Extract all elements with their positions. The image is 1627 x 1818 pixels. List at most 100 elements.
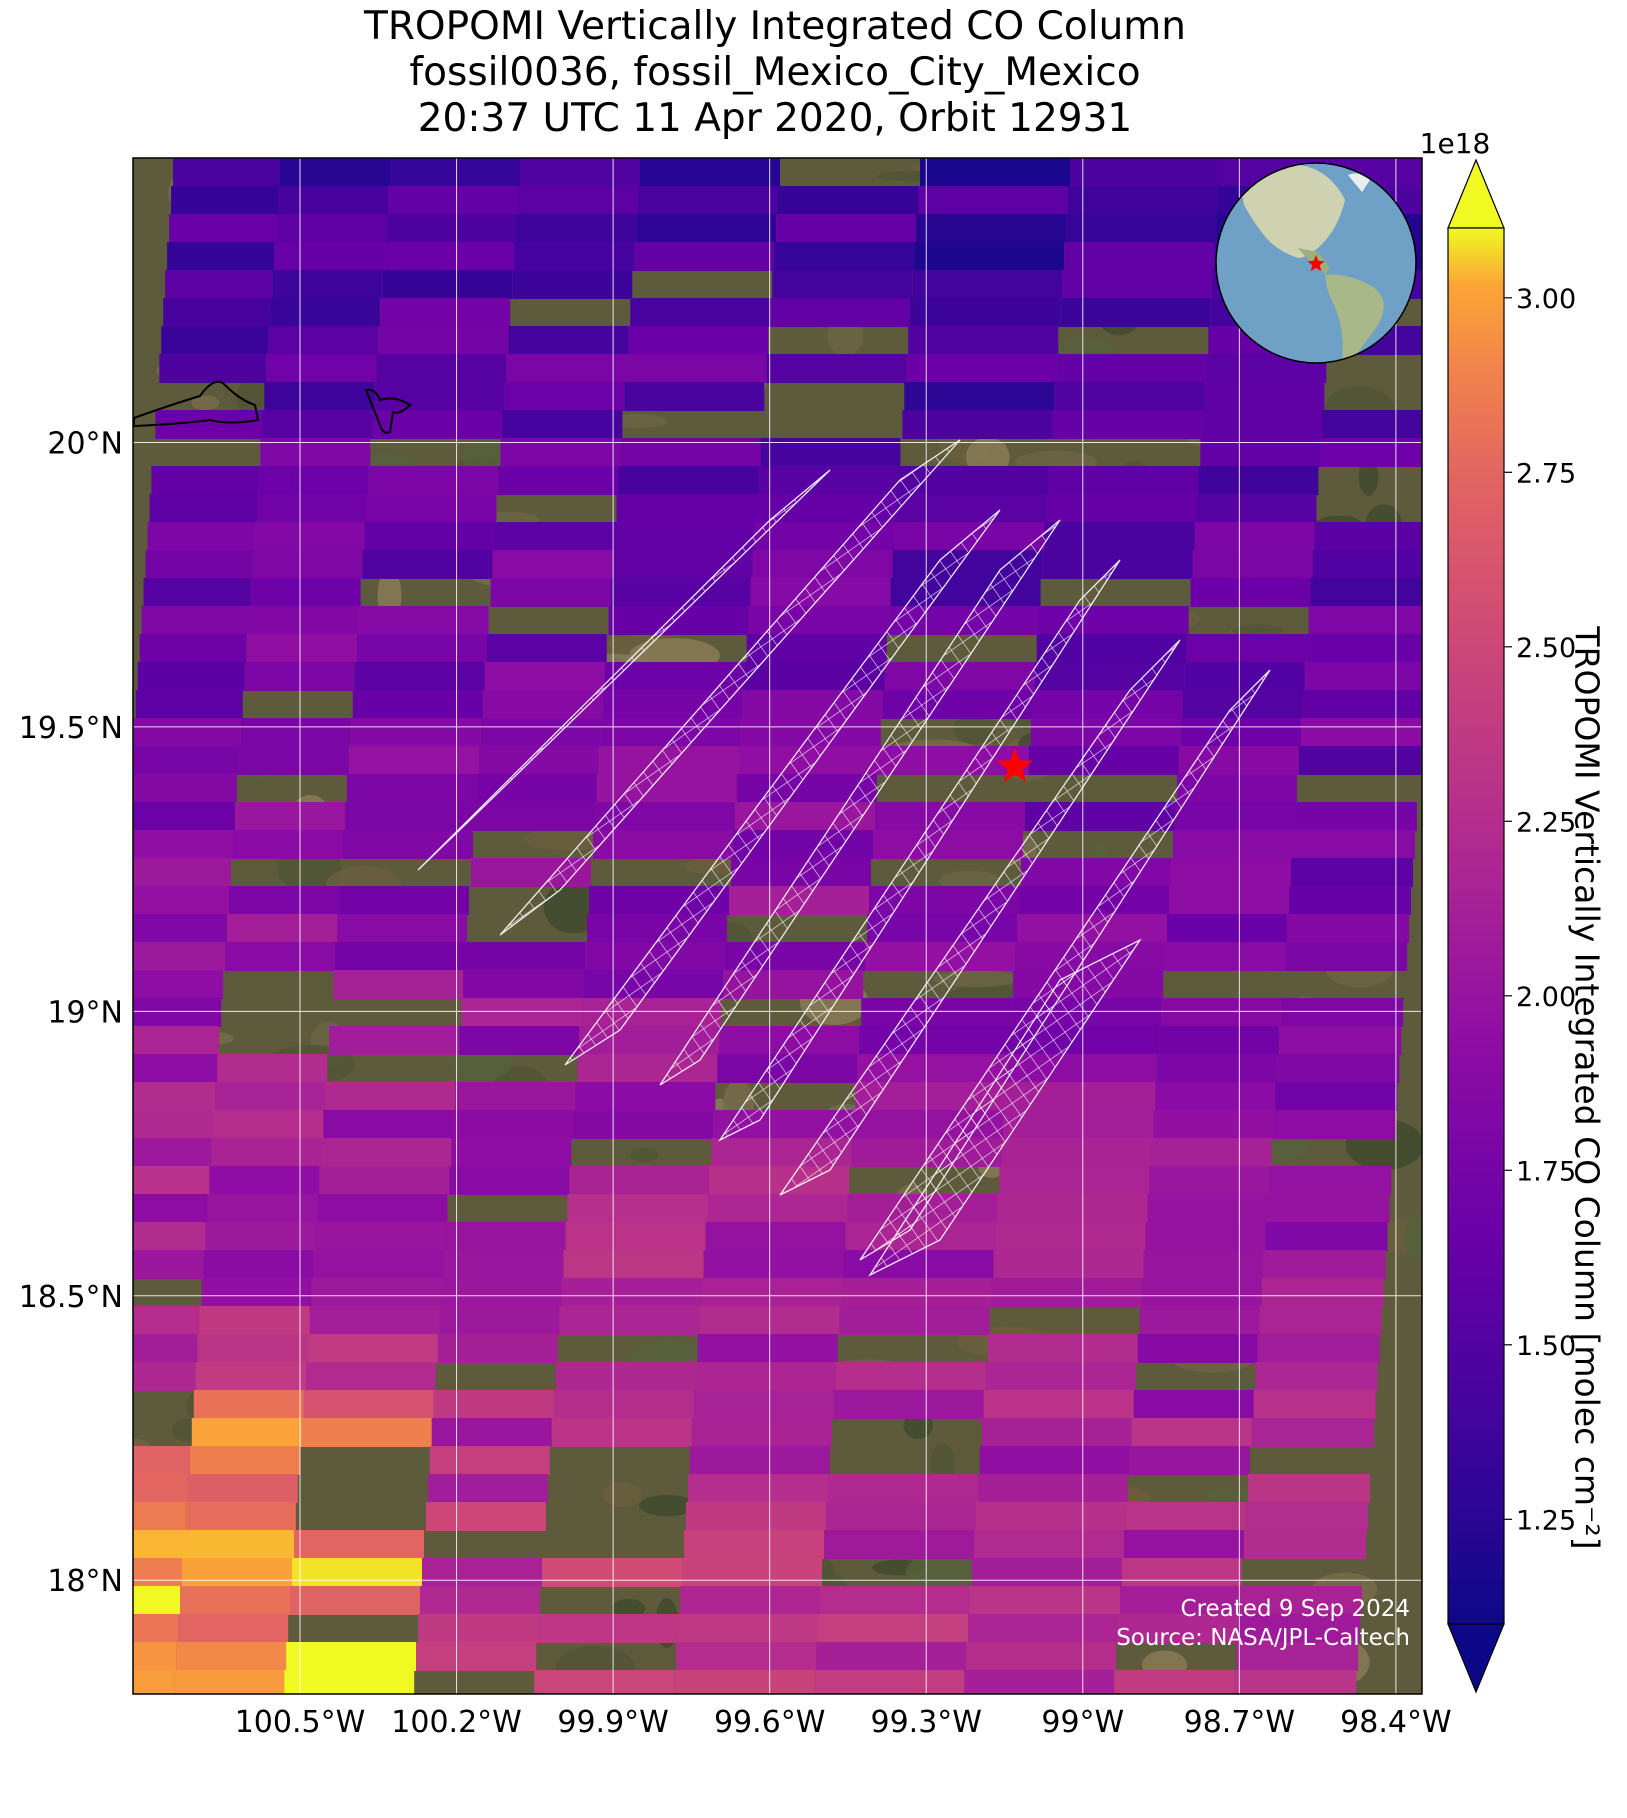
co-pixel <box>1308 606 1422 635</box>
terrain-patch <box>953 714 996 744</box>
lake-outlines <box>133 380 412 434</box>
terrain-patch <box>1232 624 1284 637</box>
co-pixel <box>348 746 479 775</box>
co-pixel <box>705 1222 846 1251</box>
co-pixel <box>561 1278 702 1307</box>
co-pixel <box>319 1166 450 1195</box>
co-pixel <box>374 382 505 411</box>
co-pixel <box>416 1642 537 1671</box>
co-pixel <box>587 914 728 943</box>
co-pixel <box>1125 1502 1246 1531</box>
co-pixel <box>191 1418 302 1447</box>
terrain-patch <box>630 1148 659 1163</box>
co-pixel <box>329 1026 460 1055</box>
co-pixel <box>141 606 249 635</box>
co-pixel <box>542 1558 682 1587</box>
co-pixel <box>343 830 473 859</box>
co-pixel <box>280 158 390 187</box>
co-pixel <box>1173 830 1293 859</box>
co-pixel <box>1141 1278 1262 1307</box>
latitude-tick-label: 20°N <box>47 426 123 461</box>
co-pixel <box>1129 1446 1250 1475</box>
co-pixel <box>225 942 336 971</box>
co-pixel <box>981 1418 1132 1447</box>
co-pixel <box>207 1194 318 1223</box>
co-pixel <box>133 1306 200 1335</box>
colorbar-label: TROPOMI Vertically Integrated CO Column … <box>1557 358 1617 1818</box>
co-pixel <box>227 914 338 943</box>
colorbar-extend-max <box>1447 158 1505 229</box>
co-pixel <box>252 550 363 579</box>
co-pixel <box>163 298 271 327</box>
co-pixel <box>508 326 629 355</box>
co-pixel <box>309 1306 440 1335</box>
co-pixel <box>567 1194 708 1223</box>
co-pixel <box>520 158 640 187</box>
data-source: Source: NASA/JPL-Caltech <box>1116 1625 1410 1651</box>
co-pixel <box>333 970 464 999</box>
co-pixel <box>474 802 595 831</box>
terrain-patch <box>191 395 220 411</box>
co-pixel <box>337 914 468 943</box>
co-pixel <box>1259 1306 1382 1335</box>
co-pixel <box>451 1138 572 1167</box>
title-line-3: 20:37 UTC 11 Apr 2020, Orbit 12931 <box>417 96 1133 141</box>
co-pixel <box>217 1054 328 1083</box>
longitude-tick-label: 99.9°W <box>557 1705 668 1740</box>
terrain-patch <box>1092 841 1110 858</box>
co-pixel <box>425 1502 546 1531</box>
co-pixel <box>1275 1082 1398 1111</box>
co-pixel <box>238 746 349 775</box>
latitude-tick-label: 19.5°N <box>19 711 123 746</box>
co-pixel <box>1114 1670 1235 1694</box>
co-pixel <box>317 1194 448 1223</box>
terrain-patch <box>1205 1488 1258 1502</box>
co-pixel <box>350 718 481 747</box>
co-pixel <box>1190 578 1311 607</box>
colorbar: 1.25 1.50 1.75 2.00 2.25 2.50 2.75 3.00 1e18 <box>1420 127 1576 1694</box>
co-pixel <box>1060 298 1211 327</box>
longitude-tick-label: 99°W <box>1041 1705 1124 1740</box>
co-pixel <box>1269 1166 1392 1195</box>
co-pixel <box>165 270 273 299</box>
co-pixel <box>358 606 489 635</box>
co-pixel <box>133 1502 186 1531</box>
co-pixel <box>1287 914 1410 943</box>
co-pixel <box>912 270 1063 299</box>
co-pixel <box>272 270 383 299</box>
co-pixel <box>626 354 767 383</box>
co-pixel <box>1131 1418 1252 1447</box>
co-pixel <box>758 466 899 495</box>
co-pixel <box>1265 1222 1388 1251</box>
co-pixel <box>1171 858 1291 887</box>
co-pixel <box>674 1670 815 1694</box>
terrain-patch <box>1358 457 1379 496</box>
co-pixel <box>691 1418 832 1447</box>
co-pixel <box>135 690 243 719</box>
co-pixel <box>250 578 361 607</box>
co-pixel <box>161 326 269 355</box>
co-pixel <box>1261 1278 1384 1307</box>
co-pixel <box>1064 242 1215 271</box>
co-pixel <box>205 1222 316 1251</box>
co-pixel <box>964 1670 1115 1694</box>
co-pixel <box>968 1614 1119 1643</box>
created-date: Created 9 Sep 2024 <box>1180 1596 1410 1622</box>
co-pixel <box>133 1166 210 1195</box>
co-pixel <box>211 1138 322 1167</box>
co-pixel <box>184 1530 294 1559</box>
co-pixel <box>133 1222 206 1251</box>
co-pixel <box>514 242 635 271</box>
co-pixel <box>292 1558 422 1587</box>
co-pixel <box>189 1446 300 1475</box>
terrain-patch <box>608 413 668 429</box>
co-pixel <box>512 270 633 299</box>
co-pixel <box>151 466 259 495</box>
globe-target-star-icon <box>1307 255 1325 272</box>
co-pixel <box>569 1166 710 1195</box>
co-pixel <box>147 522 255 551</box>
co-pixel <box>596 774 737 803</box>
longitude-tick-label: 99.3°W <box>870 1705 981 1740</box>
co-pixel <box>133 774 237 803</box>
co-pixel <box>270 298 381 327</box>
